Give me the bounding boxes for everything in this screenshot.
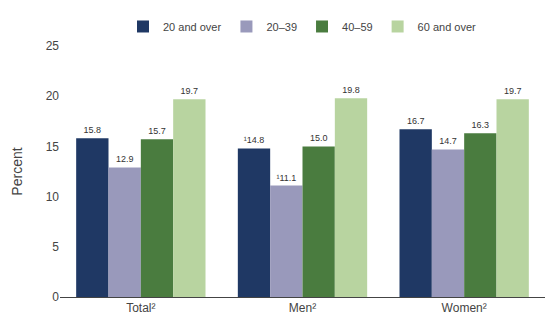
svg-text:25: 25 xyxy=(46,39,60,53)
svg-text:60 and over: 60 and over xyxy=(418,21,476,33)
svg-text:15.7: 15.7 xyxy=(148,126,166,136)
svg-text:19.8: 19.8 xyxy=(342,85,360,95)
svg-text:16.3: 16.3 xyxy=(472,120,490,130)
svg-text:5: 5 xyxy=(52,240,59,254)
svg-text:15.0: 15.0 xyxy=(310,133,328,143)
svg-text:Women²: Women² xyxy=(442,301,487,315)
svg-text:14.7: 14.7 xyxy=(439,136,457,146)
svg-text:19.7: 19.7 xyxy=(181,86,199,96)
svg-text:Percent: Percent xyxy=(9,147,25,195)
svg-text:40–59: 40–59 xyxy=(342,21,373,33)
svg-text:Men²: Men² xyxy=(289,301,316,315)
svg-text:15: 15 xyxy=(46,140,60,154)
svg-text:20 and over: 20 and over xyxy=(163,21,221,33)
svg-text:12.9: 12.9 xyxy=(116,154,134,164)
svg-text:10: 10 xyxy=(46,190,60,204)
svg-text:Total²: Total² xyxy=(126,301,155,315)
svg-text:20: 20 xyxy=(46,89,60,103)
svg-text:¹11.1: ¹11.1 xyxy=(276,173,296,183)
svg-text:¹14.8: ¹14.8 xyxy=(244,135,265,145)
svg-text:19.7: 19.7 xyxy=(504,86,522,96)
svg-text:16.7: 16.7 xyxy=(407,116,425,126)
svg-text:15.8: 15.8 xyxy=(84,125,102,135)
svg-text:0: 0 xyxy=(52,290,59,304)
svg-text:20–39: 20–39 xyxy=(266,21,297,33)
